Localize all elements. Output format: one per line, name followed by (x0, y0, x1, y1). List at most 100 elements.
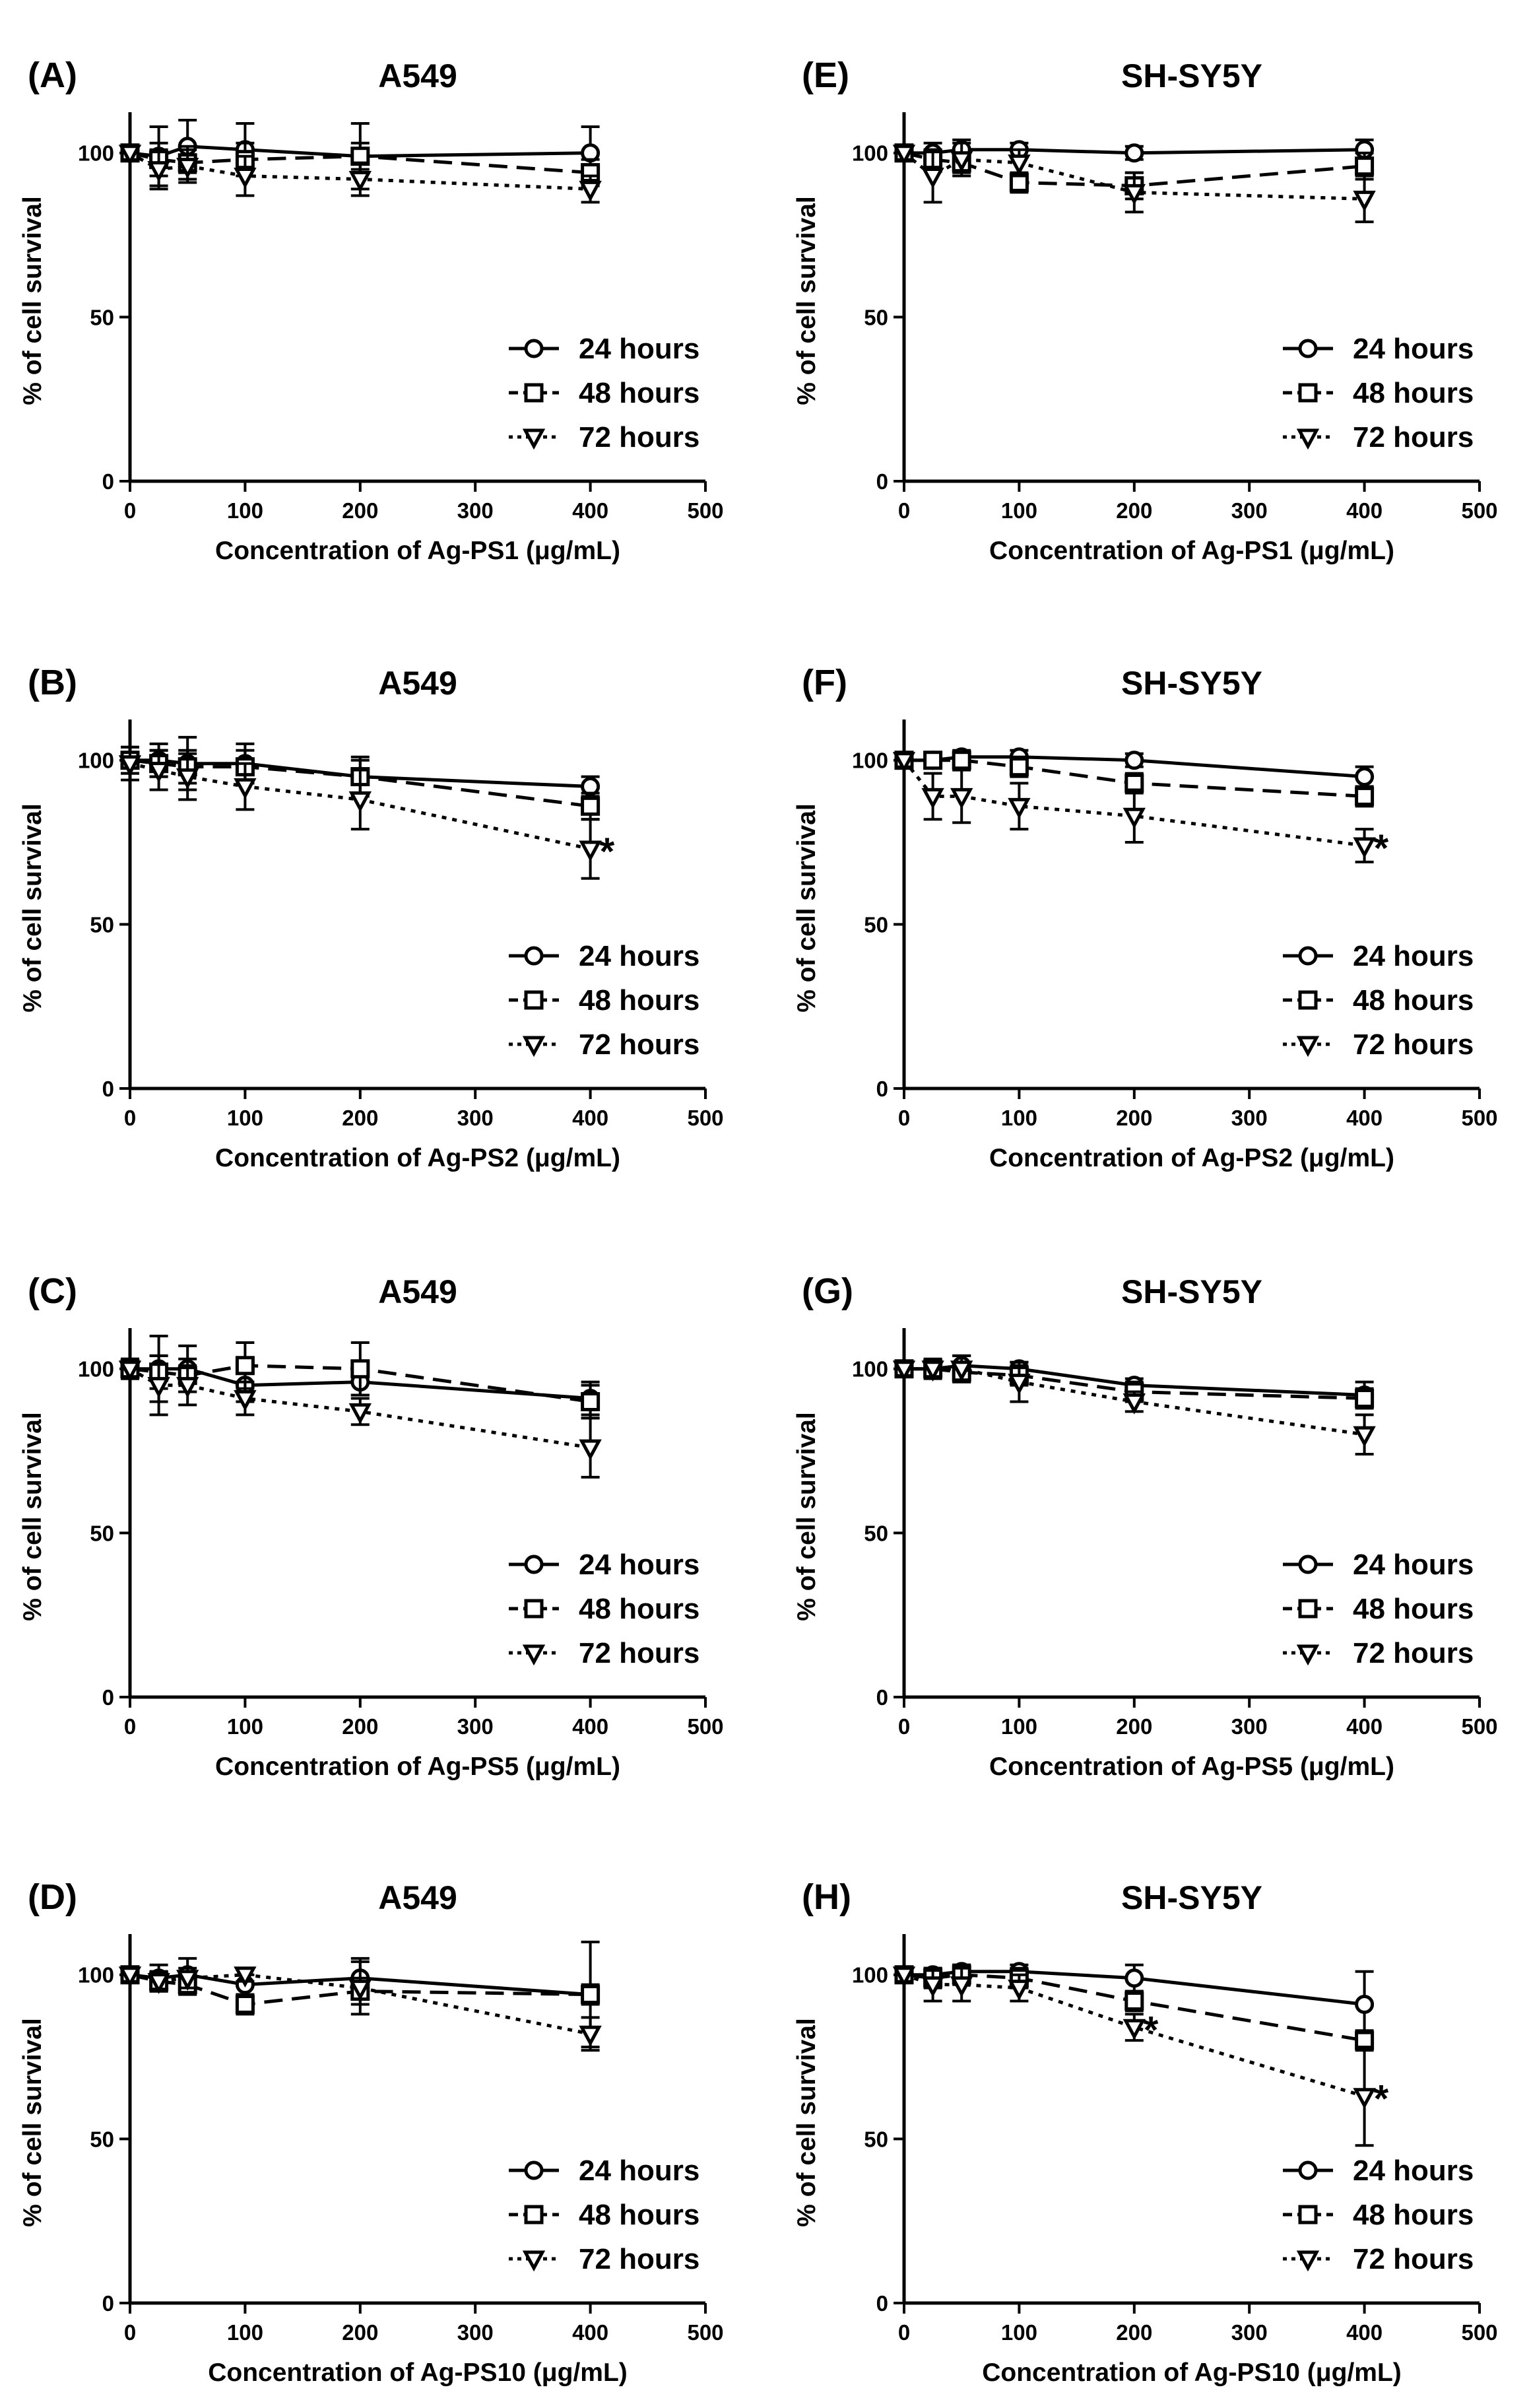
data-point (1355, 156, 1375, 176)
x-tick-label: 200 (1116, 2320, 1152, 2345)
x-tick-label: 0 (898, 2320, 910, 2345)
y-tick-label: 0 (876, 2291, 888, 2316)
x-tick-label: 0 (124, 498, 136, 523)
legend-label: 72 hours (579, 1637, 699, 1669)
legend-label: 72 hours (1353, 1028, 1474, 1061)
data-point (950, 787, 973, 809)
data-point (579, 180, 602, 202)
data-point (892, 1966, 916, 1988)
chart-panel: (A) A549 0 100 200 300 400 500 0 50 100 Concentrati… (18, 55, 724, 565)
data-point (348, 1980, 372, 2001)
y-tick-label: 50 (864, 912, 888, 937)
data-point (1355, 1388, 1375, 1408)
legend-label: 48 hours (579, 1593, 699, 1625)
series-line (903, 151, 1365, 187)
data-point (1355, 767, 1375, 787)
y-tick-label: 0 (102, 2291, 114, 2316)
legend-marker (524, 2205, 544, 2224)
legend-label: 48 hours (579, 2199, 699, 2231)
y-tick-label: 50 (90, 2127, 114, 2151)
legend-marker (524, 1599, 544, 1619)
y-axis-label: % of cell survival (18, 803, 47, 1012)
data-point (234, 1389, 257, 1411)
x-tick-label: 0 (898, 1714, 910, 1739)
x-tick-label: 400 (1346, 1714, 1383, 1739)
x-tick-label: 400 (572, 1714, 608, 1739)
chart-panel: (D) A549 0 100 200 300 400 500 0 50 100 Concentrati… (18, 1877, 724, 2387)
series-line (903, 151, 1365, 201)
y-axis-label: % of cell survival (18, 1412, 47, 1621)
data-point (579, 1439, 602, 1461)
data-point (1355, 786, 1375, 806)
y-tick-label: 100 (78, 749, 114, 773)
y-tick-label: 100 (78, 1963, 114, 1988)
data-point (1124, 1991, 1144, 2011)
x-tick-label: 300 (1231, 1106, 1268, 1130)
x-tick-label: 100 (1001, 1106, 1037, 1130)
data-point (348, 791, 372, 813)
data-point (921, 168, 944, 189)
x-tick-label: 0 (124, 2320, 136, 2345)
legend-marker (524, 946, 544, 966)
data-point (235, 1994, 255, 2014)
data-point (147, 762, 170, 783)
data-point (579, 2025, 602, 2047)
data-point (1124, 751, 1144, 770)
chart-title: SH-SY5Y (1121, 1273, 1262, 1310)
y-tick-label: 0 (102, 1685, 114, 1710)
data-point (923, 751, 943, 770)
y-tick-label: 50 (864, 2127, 888, 2151)
data-point (176, 1970, 199, 1991)
x-tick-label: 400 (1346, 1106, 1383, 1130)
data-point (1353, 190, 1376, 212)
x-tick-label: 400 (1346, 2320, 1383, 2345)
x-tick-label: 400 (572, 2320, 608, 2345)
y-tick-label: 100 (78, 141, 114, 166)
chart-panel: (B) A549 0 100 200 300 400 500 0 50 100 Concentrati… (18, 663, 724, 1172)
legend-marker (1298, 2160, 1318, 2180)
data-point (892, 1360, 916, 1382)
x-tick-label: 100 (227, 2320, 263, 2345)
data-point (350, 1359, 370, 1379)
data-point (1124, 1968, 1144, 1988)
x-tick-label: 100 (227, 1714, 263, 1739)
legend-label: 72 hours (579, 1028, 699, 1061)
data-point (892, 752, 916, 773)
x-tick-label: 500 (687, 1106, 723, 1130)
y-tick-label: 0 (876, 1685, 888, 1710)
chart-title: SH-SY5Y (1121, 665, 1262, 702)
x-tick-label: 500 (1461, 1106, 1497, 1130)
y-tick-label: 100 (852, 1357, 888, 1382)
legend-label: 24 hours (1353, 2155, 1474, 2187)
legend-label: 24 hours (1353, 1549, 1474, 1581)
data-point (176, 1377, 199, 1398)
x-tick-label: 500 (687, 2320, 723, 2345)
panel-label: (A) (28, 55, 77, 95)
series-line (903, 759, 1365, 848)
x-tick-label: 0 (898, 1106, 910, 1130)
data-point (579, 840, 602, 862)
x-axis-label: Concentration of Ag-PS2 (μg/mL) (989, 1144, 1394, 1172)
panel-label: (H) (802, 1877, 851, 1917)
y-axis-label: % of cell survival (18, 2018, 47, 2226)
data-point (1009, 757, 1029, 777)
chart-title: A549 (378, 1273, 457, 1310)
series-line (129, 1367, 591, 1450)
data-point (950, 151, 973, 172)
x-tick-label: 200 (342, 1714, 378, 1739)
chart-title: SH-SY5Y (1121, 1879, 1262, 1916)
x-axis-label: Concentration of Ag-PS5 (μg/mL) (989, 1753, 1394, 1781)
legend-label: 72 hours (1353, 421, 1474, 453)
chart-title: A549 (378, 665, 457, 702)
chart-title: SH-SY5Y (1121, 57, 1262, 94)
data-point (1122, 184, 1146, 205)
data-point (235, 1356, 255, 1376)
y-tick-label: 50 (90, 305, 114, 329)
data-point (176, 768, 199, 789)
chart-panel: (G) SH-SY5Y 0 100 200 300 400 500 0 50 100 Concentr… (793, 1271, 1498, 1781)
chart-panel: (F) SH-SY5Y 0 100 200 300 400 500 0 50 100 Concentr… (793, 663, 1498, 1172)
significance-marker: * (1374, 827, 1389, 870)
x-tick-label: 500 (687, 1714, 723, 1739)
legend-label: 48 hours (1353, 2199, 1474, 2231)
